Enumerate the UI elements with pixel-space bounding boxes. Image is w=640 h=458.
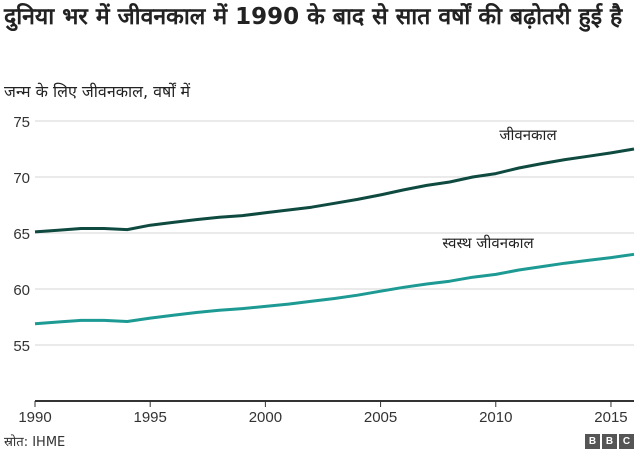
- y-tick-label: 70: [13, 170, 30, 187]
- chart-subtitle: जन्म के लिए जीवनकाल, वर्षों में: [4, 82, 191, 101]
- series-line-life-expectancy: [34, 147, 635, 234]
- y-tick-label: 60: [13, 282, 30, 299]
- x-tick-label: 1995: [134, 409, 167, 426]
- series-line-healthy-life-expectancy: [34, 252, 635, 326]
- x-tick-label: 2005: [364, 409, 397, 426]
- series-label: स्वस्थ जीवनकाल: [442, 234, 534, 252]
- x-tick-label: 2015: [594, 409, 627, 426]
- x-tick-label: 1990: [18, 409, 51, 426]
- y-tick-label: 55: [13, 338, 30, 355]
- chart-title: दुनिया भर में जीवनकाल में 1990 के बाद से…: [4, 4, 623, 30]
- source-note: स्रोत: IHME: [4, 435, 66, 450]
- series-label: जीवनकाल: [499, 126, 557, 144]
- x-tick-label: 2010: [479, 409, 512, 426]
- y-tick-label: 65: [13, 226, 30, 243]
- y-tick-label: 75: [13, 114, 30, 131]
- x-tick-label: 2000: [249, 409, 282, 426]
